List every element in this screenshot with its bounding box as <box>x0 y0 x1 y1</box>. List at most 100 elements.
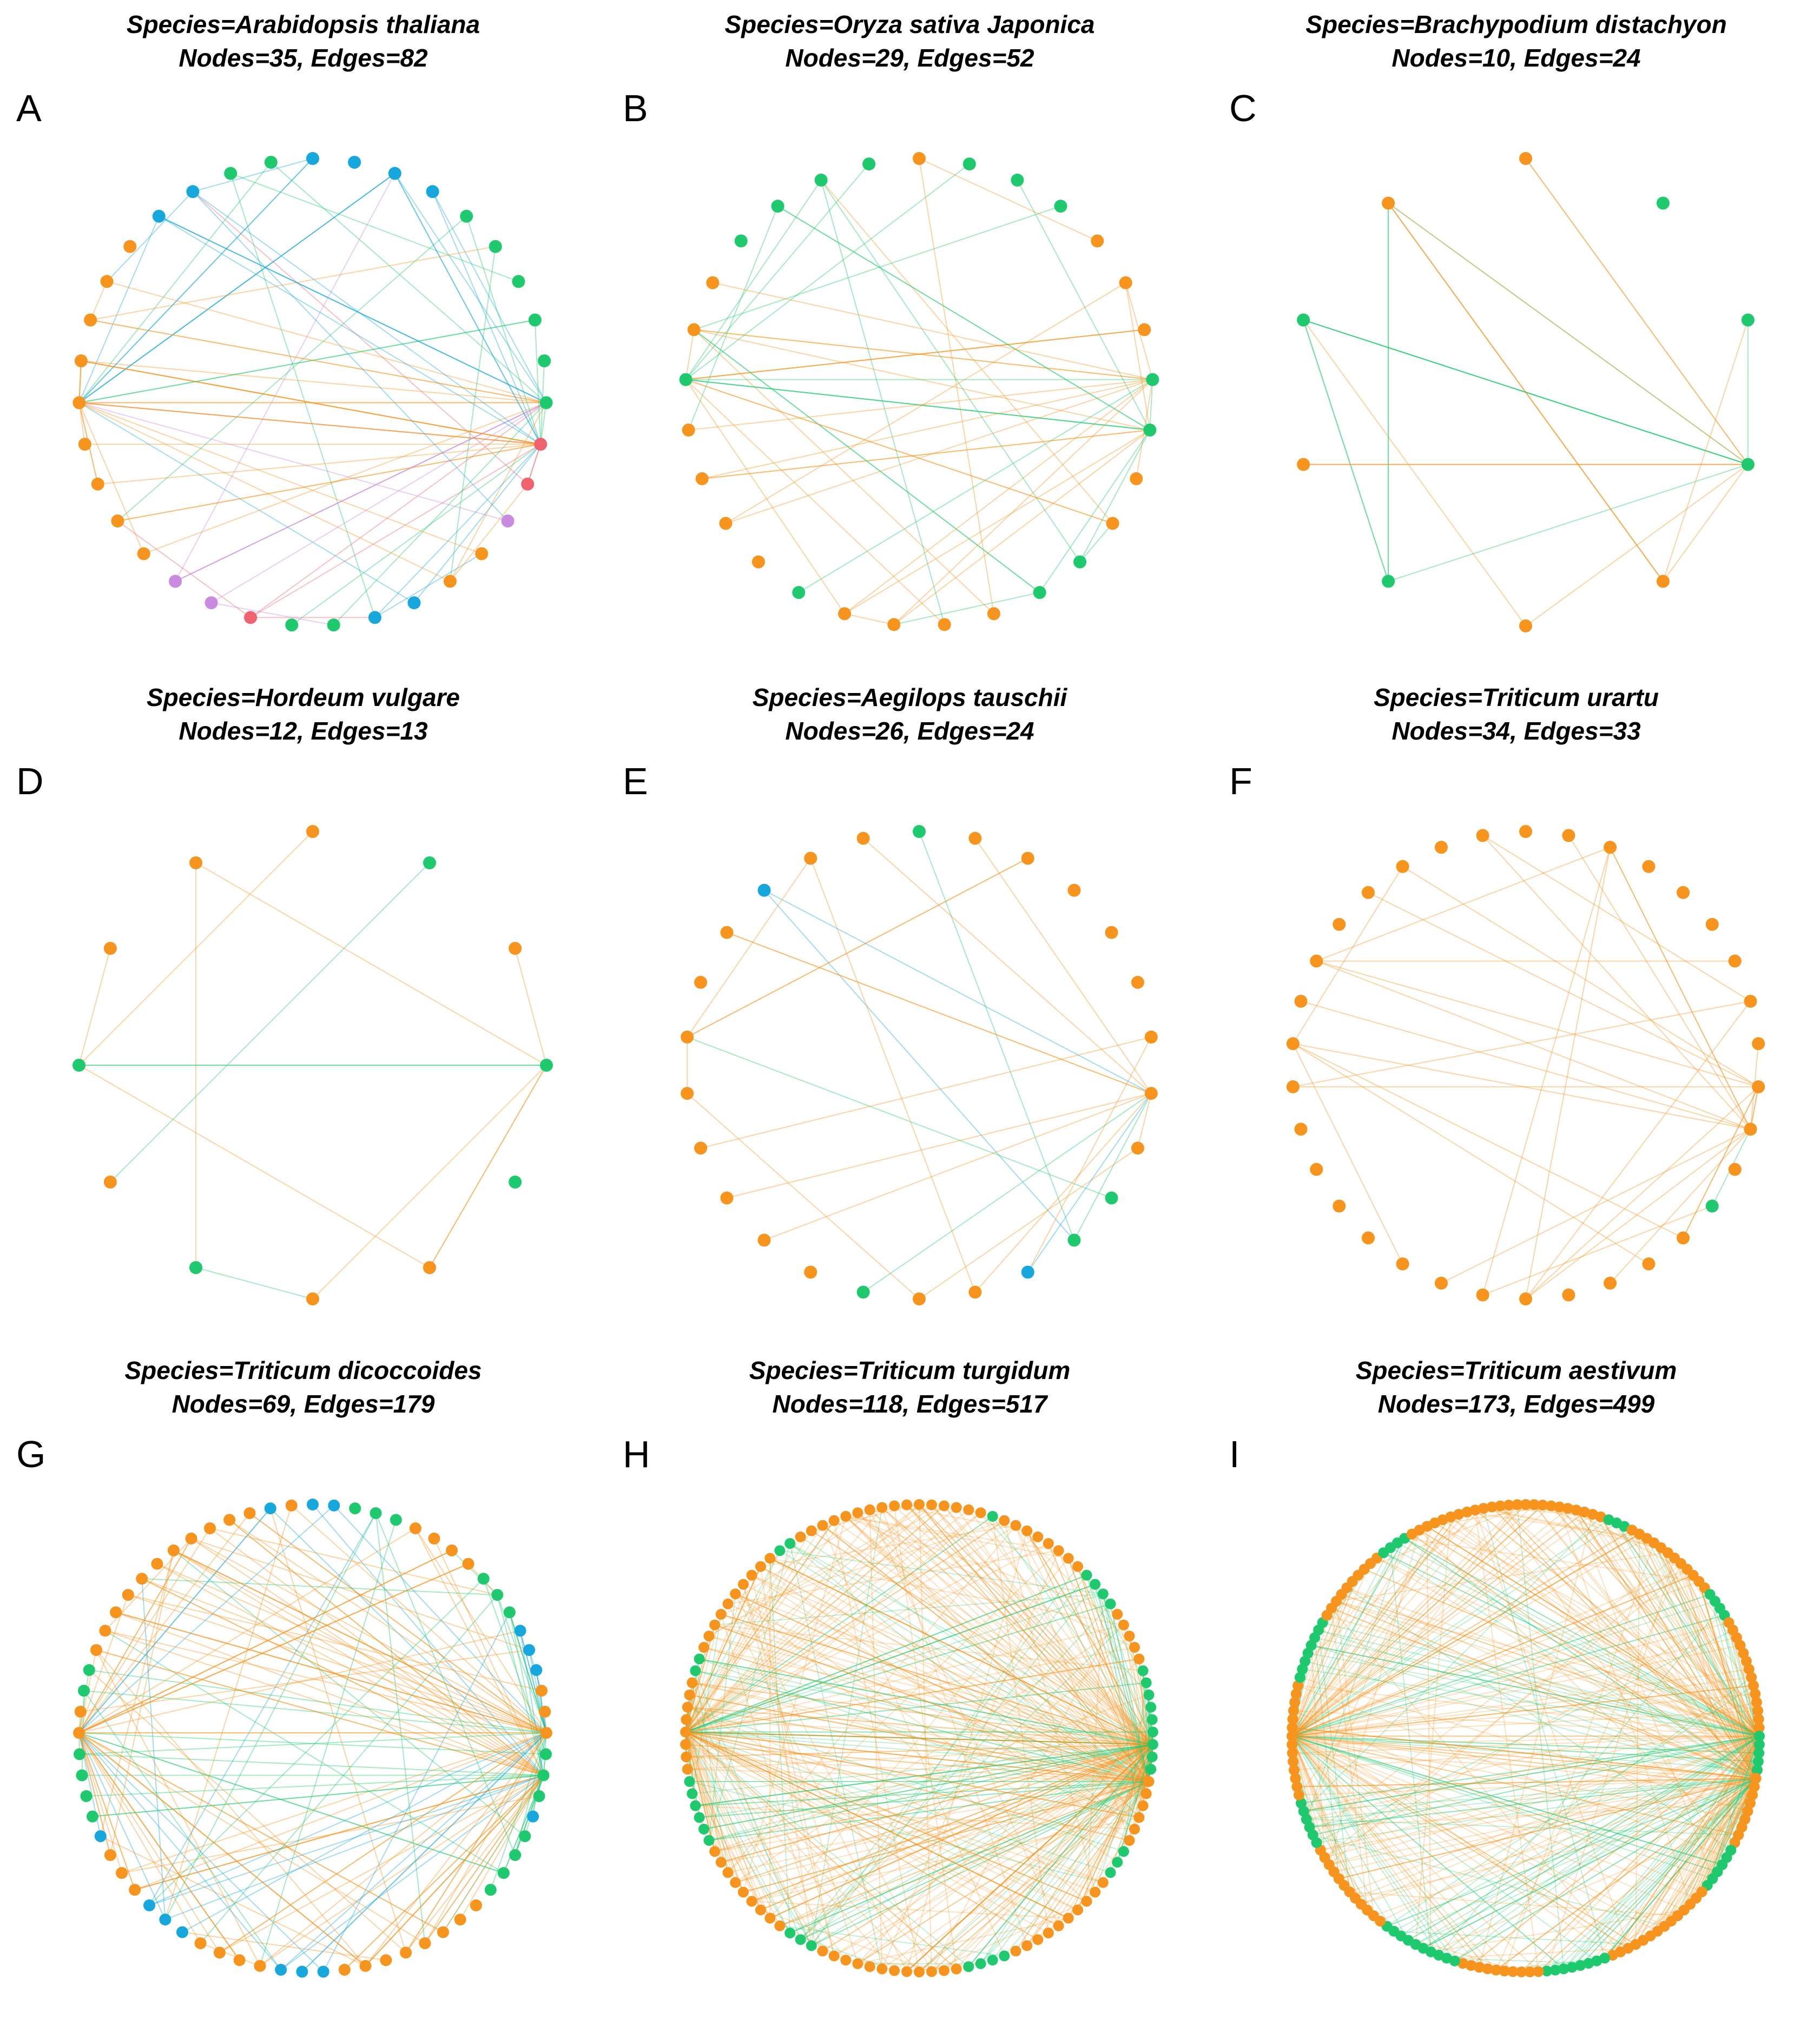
edge-line <box>845 1515 1118 1615</box>
edge-line <box>117 444 541 522</box>
edge-line <box>1292 1727 1756 1779</box>
edge-line <box>1295 1778 1395 1932</box>
network-node <box>1747 1789 1758 1800</box>
edge-line <box>78 360 82 403</box>
network-node <box>681 1751 692 1763</box>
edge-line <box>450 402 547 582</box>
edge-line <box>1563 1736 1760 1969</box>
network-node <box>938 1500 949 1512</box>
edge-line <box>1303 320 1389 582</box>
edge-line <box>1722 1736 1760 1865</box>
edge-line <box>1446 1948 1628 1959</box>
edge-line <box>743 1781 1149 1893</box>
edge-line <box>685 1757 761 1910</box>
network-node <box>968 832 982 845</box>
edge-line <box>1313 1558 1675 1836</box>
network-node <box>99 1625 111 1637</box>
network-node <box>987 1955 998 1966</box>
edge-line <box>1305 1538 1406 1820</box>
edge-line <box>881 1507 1150 1782</box>
edge-line <box>536 1670 547 1733</box>
network-node <box>1137 1800 1149 1811</box>
nodes <box>1287 1499 1765 1977</box>
edge-line <box>78 831 313 1066</box>
edge-line <box>1336 1600 1756 1779</box>
edge-line <box>1324 1614 1725 1858</box>
edge-line <box>1500 1506 1727 1858</box>
edge-line <box>1291 1693 1756 1737</box>
edge-line <box>1368 892 1759 1087</box>
edge-line <box>1450 1516 1760 1737</box>
network-node <box>1705 918 1719 931</box>
network-node <box>275 1963 287 1976</box>
network-node <box>83 1664 95 1677</box>
edge-line <box>685 1731 1059 1926</box>
edge-line <box>692 1682 1153 1745</box>
nodes <box>72 152 553 632</box>
edge-line <box>881 1507 1153 1745</box>
edge-line <box>1415 1778 1757 1945</box>
network-node <box>806 1525 817 1536</box>
edge-line <box>1291 1736 1685 1911</box>
edge-line <box>811 1744 1153 1947</box>
edge-line <box>685 1731 1149 1783</box>
network-node <box>1642 1257 1656 1271</box>
edge-line <box>1303 319 1749 465</box>
network-node <box>443 575 457 588</box>
edge-line <box>769 1558 1069 1919</box>
edge-line <box>1423 1736 1760 1949</box>
network-node <box>1604 1276 1617 1290</box>
edge-line <box>728 1550 1059 1605</box>
edge-line <box>742 1584 859 1964</box>
edge-line <box>1701 1778 1757 1892</box>
edge-line <box>301 1732 547 1972</box>
network-node <box>306 825 319 838</box>
network-node <box>470 1899 482 1911</box>
edge-line <box>769 1558 1153 1745</box>
edge-line <box>1373 1778 1756 1917</box>
network-node <box>1112 1608 1123 1620</box>
edge-line <box>1297 1685 1760 1737</box>
edge-line <box>1612 1736 1760 1956</box>
network-node <box>1519 619 1532 632</box>
edge-line <box>685 1731 1087 1902</box>
edge-line <box>81 360 541 445</box>
edge-line <box>685 1732 781 1926</box>
edge-line <box>1073 1093 1152 1241</box>
edge-line <box>1086 1744 1153 1902</box>
network-node <box>1507 1966 1519 1977</box>
edge-line <box>1386 1685 1754 1927</box>
edge-line <box>1150 1707 1153 1745</box>
edge-line <box>1303 319 1749 465</box>
network-node <box>695 472 709 485</box>
network-node <box>1119 276 1132 289</box>
network-node <box>1144 1030 1158 1044</box>
edge-line <box>92 1774 544 1817</box>
edge-line <box>1650 1736 1760 1936</box>
edge-line <box>1017 180 1151 431</box>
edge-line <box>1027 1037 1152 1272</box>
edge-line <box>728 1781 1149 1873</box>
edge-line <box>1310 1645 1326 1858</box>
edge-line <box>1329 1778 1756 1865</box>
edge-line <box>1349 1891 1678 1917</box>
network-node <box>521 477 535 491</box>
network-node <box>223 1514 236 1526</box>
edge-line <box>159 215 546 404</box>
edge-line <box>1616 1522 1757 1779</box>
stats-label: Nodes=173, Edges=499 <box>1377 1390 1655 1418</box>
edge-line <box>709 1744 1153 1841</box>
edge-line <box>685 1520 1005 1733</box>
network-node <box>901 1499 913 1510</box>
network-node <box>167 1544 180 1556</box>
edge-line <box>1291 1736 1539 1972</box>
edge-line <box>685 1731 957 1970</box>
edge-line <box>685 1732 716 1852</box>
edge-line <box>1387 1778 1756 1927</box>
edge-line <box>685 1520 1005 1733</box>
network-node <box>1752 1705 1763 1717</box>
edge-line <box>1316 960 1751 1130</box>
edge-line <box>1039 430 1151 593</box>
edge-line <box>1094 1719 1153 1892</box>
